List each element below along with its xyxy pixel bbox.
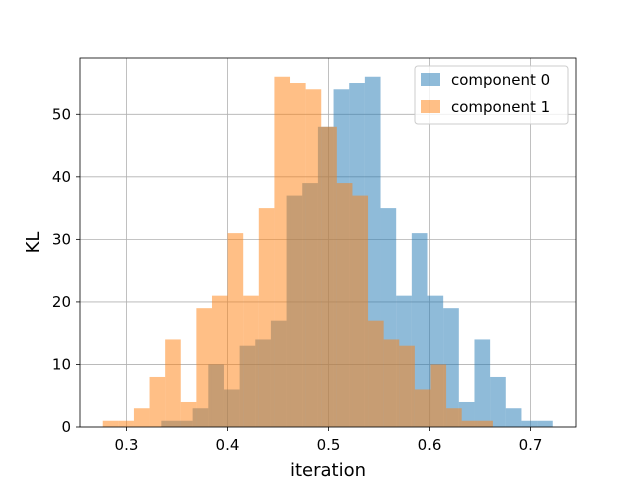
histogram-bar (290, 83, 306, 427)
histogram-bar (414, 389, 431, 427)
series-1-bars (102, 76, 493, 428)
histogram-bar (352, 195, 369, 427)
legend-label: component 1 (451, 98, 550, 116)
histogram-bar (180, 401, 197, 427)
histogram-bar (411, 233, 428, 427)
histogram-bar (474, 339, 491, 427)
histogram-bar (102, 420, 119, 427)
histogram-bar (430, 364, 447, 427)
histogram-bar (118, 420, 134, 427)
histogram-bar (165, 339, 181, 427)
histogram-bar (133, 408, 150, 427)
legend: component 0 component 1 (414, 65, 569, 125)
histogram-bar (537, 420, 553, 427)
legend-box (414, 65, 569, 125)
histogram-bar (399, 345, 415, 427)
histogram-bar (521, 420, 538, 427)
x-tick-label: 0.6 (418, 436, 442, 454)
histogram-bars (102, 76, 553, 428)
y-axis-label: KL (23, 232, 44, 254)
legend-swatch (421, 100, 440, 113)
histogram-bar (258, 208, 275, 427)
y-tick-label: 50 (52, 105, 71, 123)
histogram-bar (321, 126, 337, 428)
histogram-bar (227, 233, 244, 427)
histogram-bar (446, 408, 462, 427)
plot-frame (79, 57, 577, 428)
histogram-bar (243, 295, 259, 427)
x-axis-label: iteration (290, 460, 366, 480)
histogram-bar (477, 420, 493, 427)
y-tick-label: 20 (52, 293, 71, 311)
histogram-bar (305, 89, 322, 428)
legend-label: component 0 (451, 71, 550, 89)
legend-swatch (421, 73, 440, 86)
x-tick-label: 0.7 (519, 436, 543, 454)
y-tick-label: 30 (52, 230, 71, 248)
y-tick-label: 10 (52, 355, 71, 373)
histogram-bar (368, 320, 384, 427)
histogram-bar (149, 376, 166, 427)
histogram-bar (443, 308, 459, 427)
x-tick-label: 0.3 (115, 436, 139, 454)
histogram-bar (461, 420, 478, 427)
y-tick-label: 40 (52, 168, 71, 186)
histogram-bar (211, 295, 228, 427)
x-tick-label: 0.4 (216, 436, 240, 454)
histogram-bar (490, 376, 506, 427)
histogram-bar (274, 76, 291, 428)
histogram-bar (196, 308, 212, 427)
x-tick-label: 0.5 (317, 436, 341, 454)
histogram-bar (505, 408, 522, 427)
histogram-bar (383, 339, 400, 427)
histogram-bar (336, 183, 353, 427)
y-tick-label: 0 (61, 418, 71, 436)
axis-ticks: 0.3 0.4 0.5 0.6 0.7 0 10 20 30 40 50 (52, 105, 543, 454)
